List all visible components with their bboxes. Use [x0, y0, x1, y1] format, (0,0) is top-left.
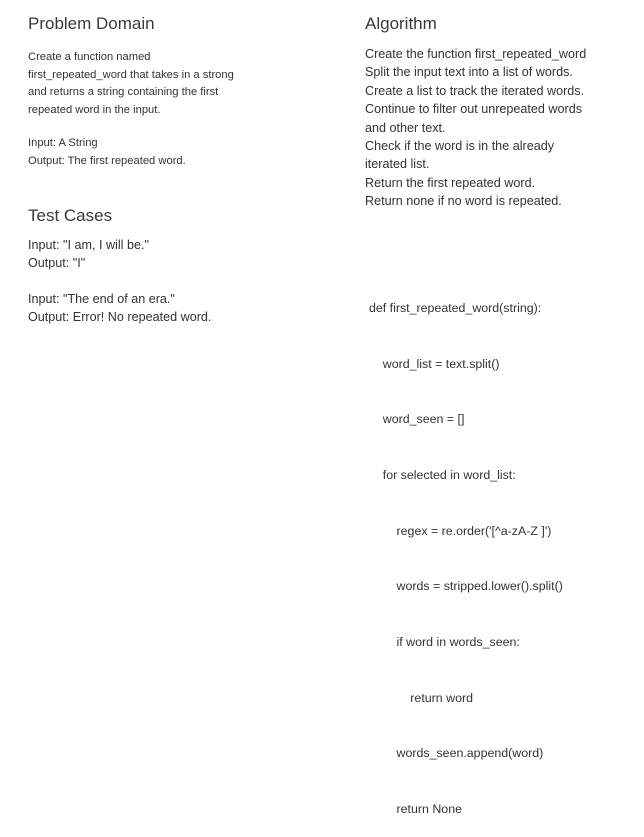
code-line: word_list = text.split()	[369, 356, 500, 371]
code-line: return word	[369, 690, 473, 705]
algorithm-line: Split the input text into a list of word…	[365, 65, 573, 80]
test-case-input: Input: "The end of an era."	[28, 292, 175, 306]
code-line: def first_repeated_word(string):	[369, 301, 542, 316]
input-spec: Input: A String	[28, 137, 98, 149]
test-cases-heading: Test Cases	[28, 206, 113, 225]
algorithm-line: Create the function first_repeated_word	[365, 47, 587, 61]
problem-domain-io: Input: A String Output: The first repeat…	[28, 135, 186, 170]
code-line: word_seen = []	[369, 412, 465, 427]
test-case: Input: "The end of an era." Output: Erro…	[28, 290, 211, 327]
code-line: return None	[369, 801, 462, 816]
output-spec: Output: The first repeated word.	[28, 154, 186, 167]
code-line: regex = re.order('[^a-zA-Z ]')	[369, 523, 552, 538]
algorithm-line: Return none if no word is repeated.	[365, 194, 562, 209]
algorithm-line: and other text.	[365, 120, 446, 135]
code-line: if word in words_seen:	[369, 634, 520, 649]
test-case-output: Output: "I"	[28, 256, 86, 271]
description-line: Create a function named	[28, 51, 151, 63]
code-snippet: def first_repeated_word(string): word_li…	[369, 262, 563, 837]
algorithm-heading: Algorithm	[365, 14, 437, 33]
description-line: first_repeated_word that takes in a stro…	[28, 68, 234, 81]
algorithm-steps: Create the function first_repeated_word …	[365, 45, 586, 211]
test-case: Input: "I am, I will be." Output: "I"	[28, 236, 149, 273]
test-case-output: Output: Error! No repeated word.	[28, 310, 212, 325]
problem-domain-heading: Problem Domain	[28, 14, 155, 33]
algorithm-line: Create a list to track the iterated word…	[365, 83, 585, 98]
algorithm-line: Check if the word is in the already	[365, 139, 554, 154]
description-line: and returns a string containing the firs…	[28, 86, 219, 98]
description-line: repeated word in the input.	[28, 103, 161, 116]
algorithm-line: iterated list.	[365, 157, 430, 172]
code-line: words_seen.append(word)	[369, 746, 544, 761]
problem-domain-description: Create a function named first_repeated_w…	[28, 49, 234, 119]
algorithm-line: Continue to filter out unrepeated words	[365, 102, 583, 117]
algorithm-line: Return the first repeated word.	[365, 175, 536, 190]
code-line: words = stripped.lower().split()	[369, 579, 563, 594]
test-case-input: Input: "I am, I will be."	[28, 238, 149, 252]
